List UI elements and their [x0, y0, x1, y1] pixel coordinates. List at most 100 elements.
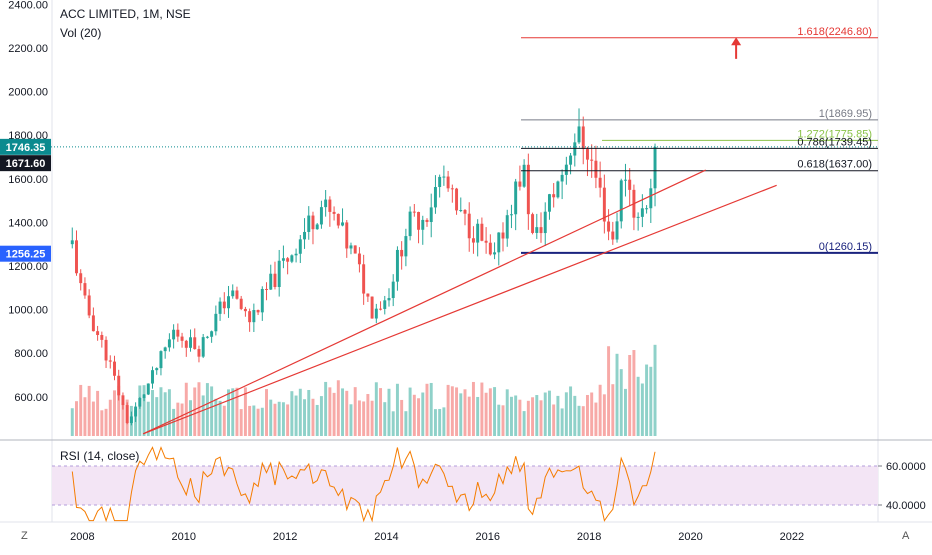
volume-bar	[113, 390, 116, 436]
candle-body	[522, 164, 526, 187]
time-tick-label: 2020	[678, 531, 702, 543]
rsi-line	[71, 446, 656, 523]
candle-body	[303, 231, 307, 240]
candle-body	[248, 311, 252, 323]
auto-scale-z-button[interactable]: Z	[21, 530, 28, 542]
volume-bar	[336, 380, 340, 436]
symbol-title: ACC LIMITED, 1M, NSE	[60, 7, 191, 21]
volume-bar	[370, 400, 374, 436]
candle-body	[222, 301, 226, 309]
candle-body	[231, 290, 235, 297]
candle-body	[459, 210, 463, 212]
price-tick-label: 2400.00	[8, 0, 48, 11]
volume-bar	[607, 346, 611, 436]
price-tick-label: 1200.00	[8, 261, 48, 273]
candle-body	[260, 288, 264, 313]
volume-bar	[243, 387, 247, 436]
volume-bar	[163, 392, 167, 436]
candle-body	[480, 223, 484, 241]
volume-bar	[248, 405, 252, 436]
volume-bar	[298, 388, 302, 436]
price-marker-label: 1746.35	[6, 142, 46, 154]
candle-body	[201, 337, 205, 357]
volume-bar	[83, 397, 87, 436]
volume-bar	[425, 383, 429, 436]
volume-bar	[146, 401, 150, 436]
candle-body	[218, 301, 222, 314]
candle-body	[96, 331, 100, 336]
candle-body	[117, 375, 121, 396]
volume-bar	[636, 376, 640, 436]
candle-body	[91, 315, 95, 332]
volume-bar	[611, 384, 615, 436]
volume-bar	[488, 388, 492, 436]
candle-body	[151, 370, 154, 384]
candle-body	[370, 296, 374, 319]
candle-body	[125, 405, 129, 424]
fib-level-label: 1.618(2246.80)	[797, 26, 872, 38]
volume-bar	[573, 395, 577, 436]
candle-body	[205, 336, 209, 338]
volume-bar	[615, 353, 619, 436]
candle-body	[307, 215, 311, 232]
candle-body	[400, 249, 404, 257]
volume-bar	[341, 388, 345, 436]
candle-body	[286, 258, 290, 262]
volume-bar	[357, 400, 361, 436]
candle-body	[539, 227, 543, 234]
volume-bar	[328, 387, 332, 436]
volume-bar	[353, 387, 357, 436]
volume-bar	[189, 400, 192, 436]
volume-bar	[319, 396, 323, 436]
volume-bar	[505, 389, 509, 436]
candle-body	[556, 181, 560, 198]
candle-body	[345, 222, 349, 249]
candle-body	[155, 368, 159, 371]
volume-bar	[446, 384, 450, 436]
price-tick-label: 800.00	[14, 348, 48, 360]
volume-bar	[167, 389, 171, 436]
auto-scale-a-button[interactable]: A	[902, 530, 910, 542]
volume-bar	[501, 405, 505, 436]
volume-bar	[324, 381, 328, 436]
price-marker-label: 1671.60	[6, 158, 46, 170]
candle-body	[104, 339, 108, 361]
candle-body	[493, 252, 497, 255]
volume-bar	[79, 384, 83, 436]
candle-body	[535, 227, 539, 233]
candle-body	[484, 240, 488, 243]
volume-bar	[197, 382, 201, 436]
volume-bar	[117, 385, 121, 436]
volume-bar	[176, 402, 180, 436]
volume-bar	[438, 408, 442, 436]
volume-bar	[193, 387, 197, 436]
candle-body	[193, 337, 197, 350]
volume-bar	[366, 394, 370, 436]
volume-bar	[484, 392, 488, 436]
volume-bar	[387, 388, 391, 436]
volume-bar	[509, 396, 513, 436]
candle-body	[197, 349, 201, 357]
volume-bar	[155, 397, 159, 436]
candle-body	[463, 210, 467, 214]
volume-bar	[395, 383, 399, 436]
volume-bar	[543, 392, 547, 436]
candle-body	[353, 245, 357, 254]
volume-bar	[231, 388, 235, 436]
candle-body	[391, 281, 395, 299]
volume-bar	[623, 388, 627, 436]
volume-bar	[556, 395, 560, 436]
volume-bar	[269, 399, 273, 436]
candle-body	[290, 255, 294, 262]
candle-body	[547, 194, 551, 212]
price-marker-box	[0, 138, 51, 155]
volume-bar	[653, 344, 657, 436]
volume-bar	[455, 387, 459, 436]
volume-bar	[493, 387, 497, 436]
volume-bar	[138, 385, 142, 436]
volume-bar	[121, 402, 125, 436]
candle-body	[146, 383, 150, 395]
volume-bar	[640, 383, 644, 436]
